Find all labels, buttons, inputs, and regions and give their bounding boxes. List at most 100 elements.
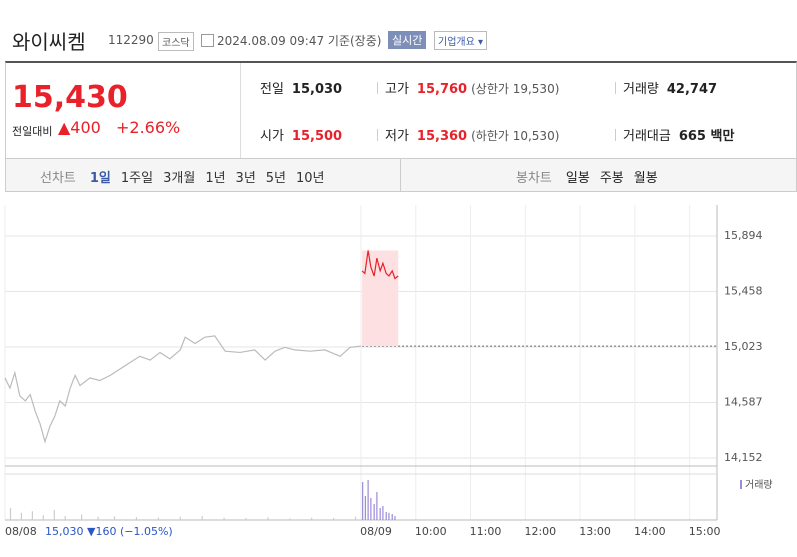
volume-bar: [311, 517, 313, 520]
footer-change: 15,030 ▼160 (−1.05%): [45, 525, 173, 538]
cell-note: (하한가 10,530): [471, 129, 560, 143]
volume-bar: [201, 516, 203, 520]
x-tick-label: 10:00: [415, 525, 447, 538]
volume-bar: [391, 514, 393, 520]
cell-value: 42,747: [666, 82, 718, 97]
tab[interactable]: 주봉: [599, 171, 624, 186]
volume-bar: [364, 496, 366, 520]
candle-tabs: 봉차트 일봉 주봉 월봉: [516, 167, 668, 186]
cell-note: (상한가 19,530): [471, 82, 560, 96]
volume-bar: [20, 512, 23, 520]
x-tick-label: 13:00: [579, 525, 611, 538]
summary-cell: 고가 15,760 (상한가 19,530): [385, 78, 559, 97]
price: 15,430: [12, 80, 128, 115]
tab-label: 봉차트: [516, 171, 552, 186]
tab[interactable]: 1주일: [120, 171, 154, 186]
chart: 15,894 15,458 15,023 14,587 14,152 08/08 08/09…: [4, 205, 773, 538]
line-tabs: 선차트 1일 1주일 3개월 1년 3년 5년 10년: [40, 167, 335, 186]
cell-value: 15,500: [291, 129, 343, 144]
time: 2024.08.09 09:47 기준(장중): [217, 34, 382, 48]
change: ▲400: [58, 118, 101, 137]
volume-bar: [64, 516, 66, 520]
divider: [615, 129, 616, 141]
divider: [240, 63, 241, 158]
market-badge: 코스닥: [158, 32, 194, 51]
volume-bar: [97, 516, 99, 520]
divider: [377, 129, 378, 141]
tab[interactable]: 일봉: [565, 171, 590, 186]
x-tick-label: 08/08: [5, 525, 37, 538]
volume-bar: [9, 508, 12, 520]
tab-bar: [5, 158, 797, 192]
stock-code: 112290: [108, 33, 154, 47]
realtime-badge[interactable]: 실시간: [388, 31, 427, 49]
volume-bar: [179, 516, 181, 520]
profile-button[interactable]: 기업개요 ▾: [434, 31, 487, 50]
summary-cell: 시가 15,500: [260, 125, 342, 144]
summary-cell: 저가 15,360 (하한가 10,530): [385, 125, 559, 144]
y-tick-label: 14,152: [724, 451, 763, 464]
y-tick-label: 15,023: [724, 340, 763, 353]
volume-bar: [382, 506, 384, 520]
volume-bar: [367, 480, 369, 520]
tab[interactable]: 1일: [89, 171, 111, 186]
volume-bar: [31, 511, 33, 520]
volume-bar: [113, 516, 116, 520]
x-tick-label: 15:00: [689, 525, 721, 538]
volume-bar: [81, 514, 83, 520]
y-tick-label: 14,587: [724, 396, 763, 409]
volume-legend: 거래량: [745, 479, 773, 491]
volume-bar: [157, 517, 159, 520]
tab[interactable]: 10년: [296, 171, 325, 186]
volume-bar: [388, 512, 390, 520]
volume-bar: [289, 518, 291, 520]
divider: [400, 159, 401, 191]
change-label: 전일대비: [12, 125, 53, 138]
cell-label: 전일: [260, 82, 284, 97]
tab[interactable]: 월봉: [633, 171, 658, 186]
divider: [377, 82, 378, 94]
volume-bar: [42, 515, 44, 520]
tab[interactable]: 1년: [205, 171, 226, 186]
price-line: [361, 250, 399, 280]
calendar-icon: [201, 34, 214, 47]
cell-label: 거래량: [623, 82, 659, 97]
cell-value: 665 백만: [678, 129, 735, 144]
volume-bar: [394, 516, 396, 520]
tab[interactable]: 3개월: [163, 171, 196, 186]
volume-bar: [354, 516, 357, 520]
summary-cell: 거래대금 665 백만: [623, 125, 734, 144]
x-tick-label: 08/09: [360, 525, 392, 538]
price-line: [4, 335, 362, 444]
volume-bar: [362, 482, 364, 520]
cell-label: 고가: [385, 82, 409, 97]
volume-bar: [333, 518, 335, 520]
x-tick-label: 12:00: [524, 525, 556, 538]
tab[interactable]: 5년: [265, 171, 287, 186]
cell-label: 저가: [385, 129, 409, 144]
tab[interactable]: 3년: [235, 171, 256, 186]
cell-value: 15,030: [291, 82, 343, 97]
today-area: [362, 250, 399, 347]
cell-label: 거래대금: [623, 129, 671, 144]
x-tick-label: 14:00: [634, 525, 666, 538]
cell-label: 시가: [260, 129, 284, 144]
stock-name: 와이씨켐: [12, 30, 86, 54]
tab-label: 선차트: [40, 171, 76, 186]
divider: [615, 82, 616, 94]
volume-bar: [379, 508, 381, 520]
volume-bar: [245, 518, 247, 520]
volume-bar: [223, 517, 225, 520]
volume-bar: [385, 512, 387, 520]
summary-cell: 거래량 42,747: [623, 78, 717, 97]
volume-legend-swatch: [740, 480, 742, 489]
cell-value: 15,360: [416, 129, 468, 144]
y-tick-label: 15,894: [724, 229, 763, 242]
y-tick-label: 15,458: [724, 285, 763, 298]
volume-bar: [373, 504, 375, 520]
change-rate: +2.66%: [116, 118, 181, 137]
cell-value: 15,760: [416, 82, 468, 97]
x-tick-label: 11:00: [470, 525, 502, 538]
summary-cell: 전일 15,030: [260, 78, 342, 97]
